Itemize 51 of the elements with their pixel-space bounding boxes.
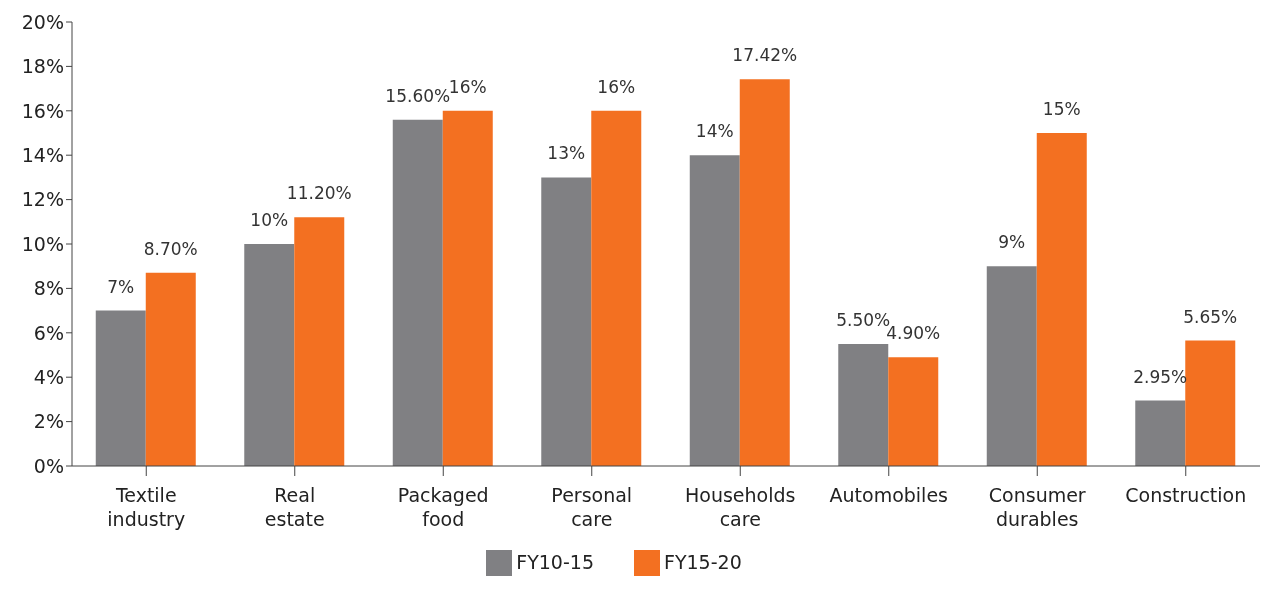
data-label: 14% <box>695 121 734 142</box>
data-label: 15.60% <box>385 85 451 106</box>
bar <box>1036 133 1087 466</box>
data-label: 16% <box>448 76 487 97</box>
bar <box>244 244 295 466</box>
y-tick-label: 10% <box>21 232 64 255</box>
x-tick-label: Personal care <box>551 484 633 530</box>
y-tick-label: 0% <box>33 454 64 477</box>
data-label: 8.70% <box>143 238 198 259</box>
x-tick-label: Households care <box>685 484 796 530</box>
data-label: 9% <box>998 232 1026 253</box>
y-tick-label: 14% <box>21 143 64 166</box>
bar <box>838 343 889 466</box>
x-tick-label: Consumer durables <box>988 484 1086 530</box>
data-label: 10% <box>250 210 289 230</box>
data-label: 17.42% <box>732 45 798 66</box>
x-tick-label: Packaged food <box>397 484 489 530</box>
bar <box>1185 340 1236 466</box>
y-tick-label: 16% <box>21 99 64 122</box>
data-label: 13% <box>547 143 586 164</box>
x-tick-label: Construction <box>1125 484 1247 506</box>
data-label: 11.20% <box>286 183 352 204</box>
bar <box>1135 400 1186 466</box>
y-tick-label: 20% <box>21 10 64 33</box>
data-label: 5.50% <box>836 309 891 330</box>
x-tick-label: Textile industry <box>107 484 186 530</box>
data-label: 5.65% <box>1183 306 1238 327</box>
y-tick-label: 6% <box>33 321 64 344</box>
data-label: 16% <box>597 76 636 97</box>
y-tick-label: 4% <box>33 365 64 388</box>
y-tick-label: 8% <box>33 277 64 300</box>
bar <box>739 79 790 466</box>
legend-label: FY10-15 <box>516 550 594 573</box>
bar <box>689 155 740 466</box>
x-tick-label: Automobiles <box>829 484 948 506</box>
x-tick-label: Real estate <box>264 484 325 530</box>
bar <box>541 177 592 466</box>
bar <box>145 272 196 466</box>
y-tick-label: 2% <box>33 410 64 433</box>
bar <box>888 357 939 466</box>
bar <box>95 310 146 466</box>
bar <box>986 266 1037 466</box>
y-tick-label: 12% <box>21 188 64 211</box>
bar <box>442 110 493 466</box>
data-label: 15% <box>1042 99 1081 119</box>
y-tick-label: 18% <box>21 55 64 78</box>
bar <box>591 110 642 466</box>
legend-label: FY15-20 <box>664 550 742 573</box>
data-label: 7% <box>107 276 135 297</box>
bar <box>294 217 345 466</box>
bar <box>392 119 443 466</box>
